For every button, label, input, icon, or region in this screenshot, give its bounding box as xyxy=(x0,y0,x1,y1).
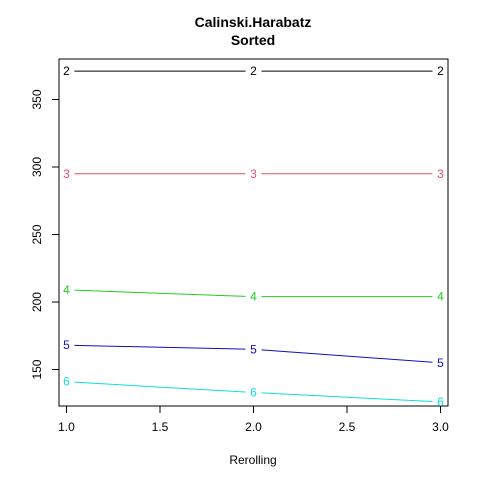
series-6-segment xyxy=(261,392,433,403)
series-5-point: 5 xyxy=(437,356,444,370)
series-layer: 2 2 2 3 3 3 4 4 4 5 5 5 6 6 6 xyxy=(63,64,444,409)
y-tick-label: 300 xyxy=(30,157,44,177)
series-4: 4 4 4 xyxy=(63,283,444,304)
series-5-point: 5 xyxy=(63,338,70,352)
series-4-point: 4 xyxy=(250,290,257,304)
series-6-point: 6 xyxy=(250,385,257,399)
series-6-segment xyxy=(74,381,246,393)
series-3-point: 3 xyxy=(250,167,257,181)
series-2: 2 2 2 xyxy=(63,64,444,78)
x-tick-label: 2.0 xyxy=(245,420,262,434)
chart-title: Calinski.Harabatz xyxy=(195,14,312,30)
y-tick-label: 200 xyxy=(30,292,44,312)
series-6-point: 6 xyxy=(63,375,70,389)
series-3-point: 3 xyxy=(437,167,444,181)
series-6: 6 6 6 xyxy=(63,375,444,409)
x-axis-label: Rerolling xyxy=(229,453,276,467)
series-5-segment xyxy=(74,344,246,350)
x-axis: 1.0 1.5 2.0 2.5 3.0 xyxy=(58,405,449,434)
series-4-segment xyxy=(74,289,246,297)
series-2-point: 2 xyxy=(437,64,444,78)
series-4-point: 4 xyxy=(437,290,444,304)
series-6-point: 6 xyxy=(437,395,444,409)
series-4-point: 4 xyxy=(63,283,70,297)
series-3-point: 3 xyxy=(63,167,70,181)
series-5-point: 5 xyxy=(250,342,257,356)
series-2-point: 2 xyxy=(63,64,70,78)
y-axis: 150 200 250 300 350 xyxy=(30,89,60,380)
series-3: 3 3 3 xyxy=(63,167,444,181)
x-tick-label: 3.0 xyxy=(432,420,449,434)
y-tick-label: 250 xyxy=(30,224,44,244)
series-2-point: 2 xyxy=(250,64,257,78)
series-5-segment xyxy=(261,349,433,363)
x-tick-label: 1.5 xyxy=(152,420,169,434)
x-tick-label: 2.5 xyxy=(339,420,356,434)
y-tick-label: 350 xyxy=(30,89,44,109)
chart-subtitle: Sorted xyxy=(231,32,275,48)
series-5: 5 5 5 xyxy=(63,338,444,370)
x-tick-label: 1.0 xyxy=(58,420,75,434)
y-tick-label: 150 xyxy=(30,359,44,379)
